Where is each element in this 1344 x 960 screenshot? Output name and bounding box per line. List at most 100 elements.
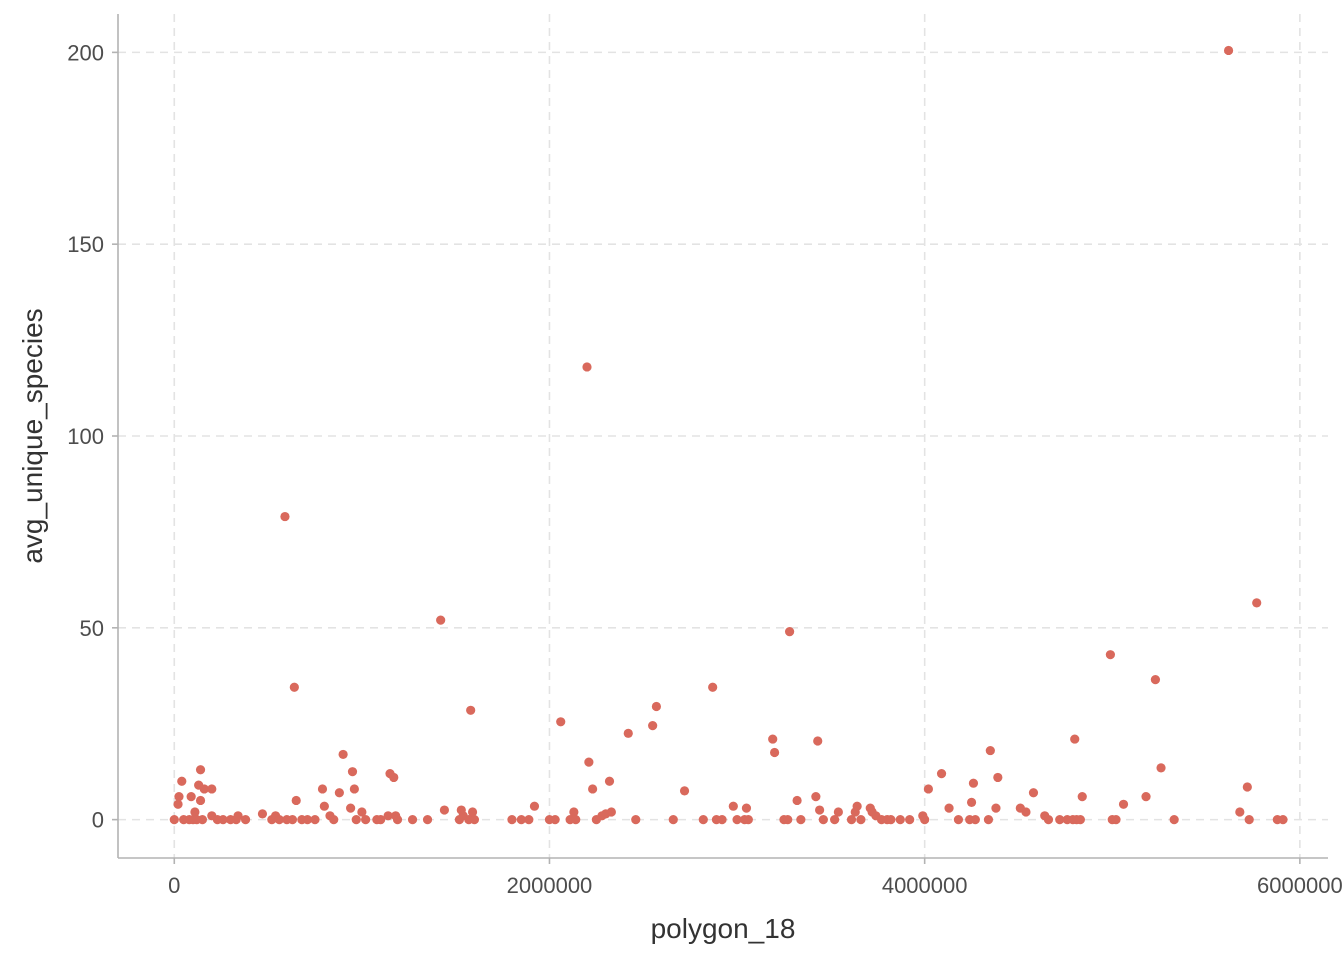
- data-point: [582, 362, 592, 372]
- x-tick-label: 0: [168, 873, 180, 898]
- data-point: [905, 815, 915, 825]
- data-point: [407, 815, 418, 825]
- data-point: [469, 815, 480, 825]
- data-point: [895, 815, 905, 825]
- data-point: [815, 805, 825, 815]
- data-point: [383, 811, 393, 821]
- data-point: [257, 809, 268, 819]
- data-point: [768, 734, 778, 744]
- data-point: [351, 815, 361, 825]
- data-point: [936, 769, 947, 779]
- y-tick-label: 50: [80, 616, 104, 641]
- data-point: [1105, 650, 1115, 660]
- data-point: [1156, 763, 1166, 773]
- data-point: [846, 815, 857, 825]
- data-point: [1252, 598, 1262, 608]
- data-point: [983, 815, 994, 825]
- data-point: [177, 776, 187, 786]
- data-point: [1075, 815, 1085, 825]
- data-point: [856, 815, 866, 825]
- data-point: [349, 784, 359, 794]
- data-point: [784, 627, 795, 637]
- y-tick-label: 100: [67, 424, 104, 449]
- data-point: [556, 717, 566, 727]
- data-point: [1070, 734, 1080, 744]
- data-point: [422, 815, 433, 825]
- data-point: [173, 799, 183, 809]
- data-point: [769, 747, 780, 758]
- data-point: [280, 511, 290, 522]
- data-point: [991, 803, 1001, 813]
- data-point: [1055, 815, 1065, 825]
- data-point: [289, 682, 299, 692]
- data-point: [968, 778, 979, 788]
- x-tick-label: 4000000: [882, 873, 968, 898]
- data-point: [338, 749, 348, 760]
- data-point: [985, 745, 995, 756]
- y-tick-label: 200: [67, 40, 104, 65]
- data-point: [197, 815, 208, 825]
- data-point: [218, 815, 228, 825]
- data-point: [174, 792, 184, 802]
- data-point: [207, 784, 217, 794]
- data-point: [1223, 45, 1234, 56]
- y-tick-label: 0: [92, 808, 104, 833]
- data-point: [1021, 807, 1031, 817]
- data-point: [648, 721, 658, 731]
- data-point: [346, 803, 356, 813]
- y-tick-label: 150: [67, 232, 104, 257]
- data-point: [606, 807, 616, 817]
- data-point: [195, 795, 206, 806]
- data-point: [588, 784, 598, 794]
- data-point: [467, 807, 478, 817]
- data-point: [291, 795, 301, 806]
- data-point: [199, 784, 209, 794]
- data-point: [732, 815, 742, 825]
- data-point: [1111, 815, 1121, 825]
- data-point: [516, 815, 526, 825]
- data-point: [169, 815, 179, 825]
- data-point: [708, 682, 718, 692]
- data-points: [169, 45, 1288, 825]
- data-point: [813, 736, 823, 746]
- data-point: [376, 815, 386, 825]
- data-point: [569, 807, 579, 817]
- data-point: [439, 805, 450, 815]
- data-point: [436, 615, 446, 625]
- data-point: [1043, 815, 1054, 825]
- data-point: [852, 801, 862, 811]
- y-axis-title: avg_unique_species: [17, 308, 48, 563]
- data-point: [524, 815, 534, 825]
- data-point: [818, 815, 828, 825]
- data-point: [550, 815, 560, 825]
- data-point: [717, 815, 727, 825]
- data-point: [274, 815, 284, 825]
- data-point: [1150, 675, 1161, 685]
- data-point: [970, 815, 980, 825]
- data-point: [953, 815, 964, 825]
- x-axis-title: polygon_18: [651, 913, 796, 944]
- data-point: [966, 797, 977, 807]
- data-point: [357, 807, 367, 817]
- data-point: [1118, 799, 1129, 809]
- data-point: [833, 807, 843, 817]
- data-point: [287, 815, 298, 825]
- data-point: [1141, 792, 1151, 802]
- data-point: [743, 815, 753, 825]
- data-point: [529, 801, 540, 811]
- data-point: [329, 815, 339, 825]
- data-point: [886, 815, 896, 825]
- data-point: [923, 784, 934, 794]
- data-point: [651, 701, 662, 712]
- data-point: [1278, 815, 1288, 825]
- data-point: [796, 815, 806, 825]
- data-point: [741, 803, 752, 813]
- grid: [118, 14, 1328, 858]
- data-point: [389, 772, 399, 783]
- data-point: [993, 772, 1003, 783]
- data-point: [240, 815, 251, 825]
- data-point: [317, 784, 328, 794]
- data-point: [783, 815, 793, 825]
